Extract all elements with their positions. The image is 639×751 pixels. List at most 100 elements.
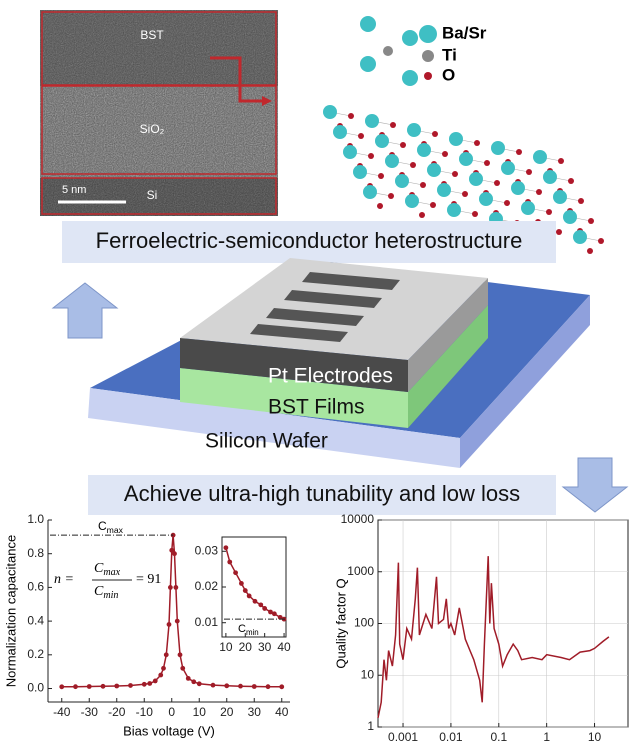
x-tick-label: 30 bbox=[258, 640, 272, 654]
data-point bbox=[173, 585, 179, 590]
data-point bbox=[59, 684, 65, 690]
atom bbox=[417, 143, 431, 157]
data-point bbox=[128, 683, 133, 688]
atom bbox=[348, 113, 354, 119]
data-point bbox=[252, 598, 258, 604]
data-point bbox=[163, 652, 169, 658]
atom bbox=[474, 140, 480, 146]
x-tick-label: 10 bbox=[588, 730, 602, 744]
atom bbox=[494, 180, 500, 186]
y-tick-label: 1000 bbox=[347, 564, 374, 578]
formula-rhs: = 91 bbox=[136, 572, 161, 587]
data-point bbox=[152, 678, 158, 684]
y-tick-label: 1.0 bbox=[27, 512, 44, 526]
atom bbox=[452, 171, 458, 177]
data-point bbox=[238, 581, 244, 586]
data-point bbox=[100, 683, 106, 689]
formula-numerator: Cmax bbox=[94, 561, 121, 578]
legend-label: O bbox=[442, 65, 455, 84]
data-point bbox=[277, 614, 283, 620]
atom bbox=[343, 145, 357, 159]
atom bbox=[390, 122, 396, 128]
atom bbox=[377, 203, 383, 209]
annotation-sub: min bbox=[246, 628, 259, 637]
atom bbox=[472, 211, 478, 217]
y-tick-label: 0.03 bbox=[195, 543, 219, 557]
formula-denominator-base: C bbox=[94, 584, 104, 599]
data-point bbox=[177, 652, 183, 658]
legend-atom bbox=[422, 50, 434, 62]
x-tick-label: 0.001 bbox=[388, 730, 418, 744]
atom bbox=[323, 105, 337, 119]
x-tick-label: 10 bbox=[219, 640, 233, 654]
data-point bbox=[191, 679, 197, 685]
x-tick-label: 0 bbox=[168, 705, 175, 719]
data-point bbox=[169, 547, 175, 553]
atom bbox=[536, 189, 542, 195]
device-label: Silicon Wafer bbox=[205, 430, 328, 453]
legend-label: Ba/Sr bbox=[442, 23, 487, 42]
annotation: Cmax bbox=[98, 519, 124, 535]
data-point bbox=[158, 672, 164, 678]
x-tick-label: 20 bbox=[220, 705, 234, 719]
data-point bbox=[185, 676, 191, 681]
atom bbox=[491, 141, 505, 155]
atom bbox=[526, 169, 532, 175]
atom bbox=[556, 229, 562, 235]
annotation-base: C bbox=[98, 519, 107, 533]
x-tick-label: 40 bbox=[277, 640, 291, 654]
atom bbox=[402, 70, 418, 86]
x-axis-label: Bias voltage (V) bbox=[123, 723, 215, 738]
legend-label: Ti bbox=[442, 45, 457, 64]
atom bbox=[598, 238, 604, 244]
data-point bbox=[238, 683, 243, 689]
atom bbox=[437, 183, 451, 197]
annotation-sub: max bbox=[107, 525, 124, 535]
data-point bbox=[73, 684, 78, 690]
data-point bbox=[172, 551, 177, 557]
device-label: Pt Electrodes bbox=[268, 365, 393, 388]
data-point bbox=[210, 682, 216, 688]
atom bbox=[385, 154, 399, 168]
atom bbox=[419, 212, 425, 218]
atom bbox=[504, 200, 510, 206]
atom bbox=[368, 153, 374, 159]
atom bbox=[563, 210, 577, 224]
atom bbox=[553, 190, 567, 204]
formula-denominator: Cmin bbox=[94, 584, 118, 601]
atom bbox=[333, 125, 347, 139]
data-line bbox=[377, 556, 610, 719]
y-tick-label: 100 bbox=[354, 616, 374, 630]
data-point bbox=[174, 618, 180, 624]
y-tick-label: 0.8 bbox=[27, 546, 44, 560]
down-arrow bbox=[561, 457, 629, 513]
y-tick-label: 1 bbox=[367, 719, 374, 733]
atom bbox=[360, 16, 376, 32]
y-tick-label: 0.01 bbox=[195, 615, 219, 629]
x-tick-label: 20 bbox=[239, 640, 253, 654]
atom bbox=[543, 170, 557, 184]
x-tick-label: -30 bbox=[81, 705, 99, 719]
y-axis-label: Normalization capacitance bbox=[3, 535, 18, 687]
atom bbox=[568, 178, 574, 184]
y-tick-label: 0.2 bbox=[27, 647, 44, 661]
atom bbox=[449, 132, 463, 146]
x-tick-label: -20 bbox=[108, 705, 126, 719]
atom bbox=[484, 160, 490, 166]
atom bbox=[469, 172, 483, 186]
data-point bbox=[167, 585, 173, 590]
data-point bbox=[258, 602, 264, 608]
tem-label: SiO₂ bbox=[140, 122, 165, 136]
x-tick-label: 1 bbox=[543, 730, 550, 744]
atom bbox=[501, 161, 515, 175]
x-tick-label: 30 bbox=[248, 705, 262, 719]
x-axis-label: Frequency (GHz) bbox=[453, 748, 553, 751]
y-tick-label: 0.02 bbox=[195, 579, 219, 593]
atom bbox=[427, 163, 441, 177]
atom bbox=[358, 133, 364, 139]
arrow-head bbox=[262, 96, 272, 106]
atom bbox=[442, 151, 448, 157]
caption-box bbox=[88, 475, 556, 515]
formula-numerator-sub: max bbox=[103, 567, 120, 578]
